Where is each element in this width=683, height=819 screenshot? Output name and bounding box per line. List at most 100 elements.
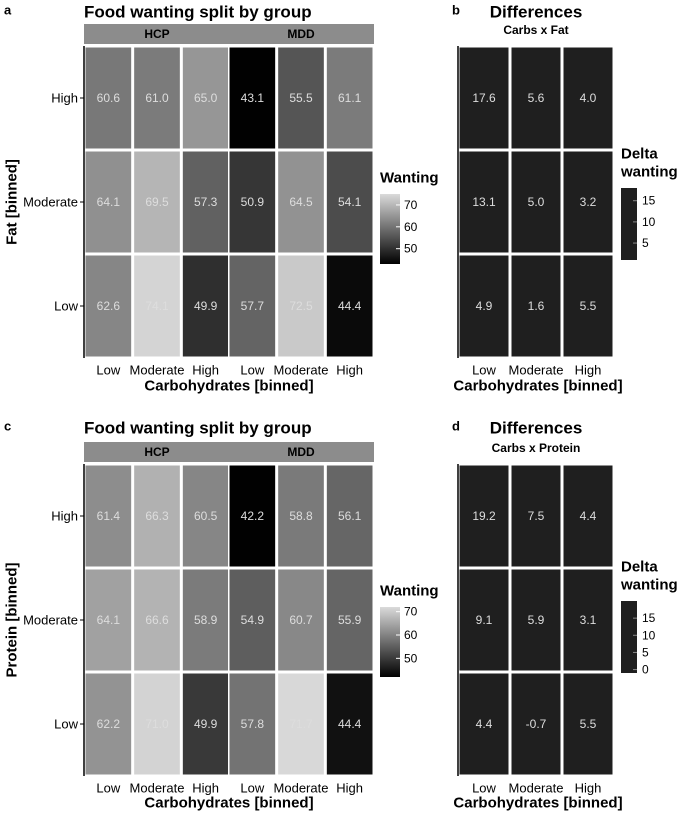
heatmap-cell xyxy=(182,255,229,357)
cell-value-label: 54.1 xyxy=(338,195,362,209)
diff-cell-value-label: 3.2 xyxy=(580,195,597,209)
legend-title-line: Delta xyxy=(621,559,658,576)
cell-value-label: 55.5 xyxy=(289,91,313,105)
diff-heatmap-cell xyxy=(511,465,561,567)
legend-colorbar-a xyxy=(380,194,400,264)
heatmap-cell xyxy=(85,151,132,253)
panel-title-c: Food wanting split by group xyxy=(84,419,312,438)
panel-subtitle-b: Carbs x Fat xyxy=(503,23,568,37)
y-axis-title-a: Fat [binned] xyxy=(4,159,21,245)
diff-cell-value-label: 13.1 xyxy=(472,195,496,209)
facet-strip-hcp-a xyxy=(84,24,230,44)
cell-value-label: 64.5 xyxy=(289,195,313,209)
facet-strip-mdd-a xyxy=(228,24,374,44)
heatmap-cell xyxy=(229,673,276,775)
diff-cell-value-label: -0.7 xyxy=(526,717,547,731)
cell-value-label: 74.1 xyxy=(145,299,169,313)
heatmap-cell xyxy=(85,47,132,149)
panel-letter-a: a xyxy=(4,3,12,18)
x-tick-label: Low xyxy=(96,781,120,796)
diff-heatmap-cell xyxy=(459,569,509,671)
cell-value-label: 61.0 xyxy=(145,91,169,105)
heatmap-cell xyxy=(278,151,324,253)
heatmap-cell xyxy=(134,569,180,671)
diff-cell-value-label: 7.5 xyxy=(528,509,545,523)
heatmap-cell xyxy=(278,255,324,357)
diff-cell-value-label: 9.1 xyxy=(476,613,493,627)
cell-value-label: 55.9 xyxy=(338,613,362,627)
diff-cell-value-label: 3.1 xyxy=(580,613,597,627)
heatmap-cell xyxy=(326,569,373,671)
facet-label-hcp-c: HCP xyxy=(144,445,169,459)
legend-tick-label: 5 xyxy=(642,645,649,659)
heatmap-cell xyxy=(278,465,324,567)
cell-value-label: 60.7 xyxy=(289,613,313,627)
panel-letter-c: c xyxy=(4,419,11,434)
legend-tick-label: 5 xyxy=(642,236,649,250)
heatmap-cell xyxy=(326,465,373,567)
cell-value-label: 60.6 xyxy=(97,91,121,105)
diff-heatmap-cell xyxy=(563,465,613,567)
cell-value-label: 60.5 xyxy=(194,509,218,523)
cell-value-label: 57.3 xyxy=(194,195,218,209)
legend-tick-label: 15 xyxy=(642,611,656,625)
cell-value-label: 44.4 xyxy=(338,299,362,313)
cell-value-label: 43.1 xyxy=(241,91,265,105)
diff-cell-value-label: 4.4 xyxy=(476,717,493,731)
cell-value-label: 71.0 xyxy=(145,717,169,731)
heatmap-cell xyxy=(326,47,373,149)
heatmap-cell xyxy=(85,465,132,567)
diff-heatmap-cell xyxy=(563,569,613,671)
x-axis-title-a: Carbohydrates [binned] xyxy=(144,378,313,395)
y-tick-label: High xyxy=(51,509,78,524)
diff-cell-value-label: 19.2 xyxy=(472,509,496,523)
panel-title-d: Differences xyxy=(490,419,583,438)
heatmap-cell xyxy=(229,569,276,671)
legend-tick-label: 70 xyxy=(404,198,418,212)
heatmap-cell xyxy=(85,673,132,775)
x-tick-label: High xyxy=(336,781,363,796)
diff-heatmap-cell xyxy=(511,47,561,149)
cell-value-label: 49.9 xyxy=(194,717,218,731)
legend-tick-label: 10 xyxy=(642,215,656,229)
diff-heatmap-cell xyxy=(511,151,561,253)
diff-cell-value-label: 4.4 xyxy=(580,509,597,523)
panel-subtitle-d: Carbs x Protein xyxy=(492,441,581,455)
diff-heatmap-cell xyxy=(563,47,613,149)
heatmap-cell xyxy=(134,465,180,567)
y-tick-label: Low xyxy=(54,717,78,732)
cell-value-label: 64.1 xyxy=(97,613,121,627)
diff-cell-value-label: 1.6 xyxy=(528,299,545,313)
diff-x-tick-label: Low xyxy=(472,363,496,378)
heatmap-cell xyxy=(326,673,373,775)
legend-tick-label: 50 xyxy=(404,242,418,256)
x-axis-title-c: Carbohydrates [binned] xyxy=(144,795,313,812)
diff-cell-value-label: 5.9 xyxy=(528,613,545,627)
x-tick-label: High xyxy=(192,781,219,796)
heatmap-cell xyxy=(229,151,276,253)
x-axis-title-b: Carbohydrates [binned] xyxy=(453,378,622,395)
cell-value-label: 64.1 xyxy=(97,195,121,209)
diff-heatmap-cell xyxy=(459,465,509,567)
heatmap-cell xyxy=(134,673,180,775)
panel-letter-b: b xyxy=(452,3,460,18)
facet-strip-mdd-c xyxy=(228,442,374,462)
heatmap-cell xyxy=(229,255,276,357)
heatmap-cell xyxy=(278,673,324,775)
diff-heatmap-cell xyxy=(563,151,613,253)
legend-title-a: Wanting xyxy=(380,170,439,187)
legend-tick-label: 50 xyxy=(404,651,418,665)
diff-heatmap-cell xyxy=(563,255,613,357)
panel-title-b: Differences xyxy=(490,3,583,22)
legend-title-line: wanting xyxy=(620,577,678,594)
cell-value-label: 54.9 xyxy=(241,613,265,627)
heatmap-cell xyxy=(229,465,276,567)
cell-value-label: 72.5 xyxy=(289,299,313,313)
y-tick-label: Low xyxy=(54,299,78,314)
heatmap-cell xyxy=(229,47,276,149)
x-tick-label: Moderate xyxy=(274,363,329,378)
cell-value-label: 61.1 xyxy=(338,91,362,105)
diff-x-tick-label: High xyxy=(575,781,602,796)
legend-title-c: Wanting xyxy=(380,583,439,600)
cell-value-label: 44.4 xyxy=(338,717,362,731)
